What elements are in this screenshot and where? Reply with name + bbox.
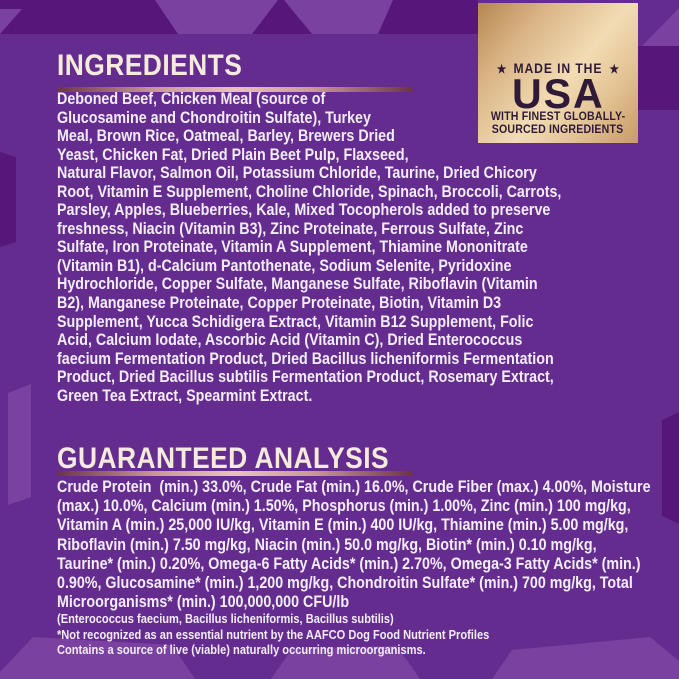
text-line: Hydrochloride, Copper Sulfate, Manganese… bbox=[57, 274, 538, 294]
text-line: Green Tea Extract, Spearmint Extract. bbox=[57, 385, 313, 405]
text-line: faecium Fermentation Product, Dried Baci… bbox=[57, 348, 554, 368]
text-line: Natural Flavor, Salmon Oil, Potassium Ch… bbox=[57, 163, 537, 183]
star-icon: ★ bbox=[609, 62, 620, 76]
text-line: Meal, Brown Rice, Oatmeal, Barley, Brewe… bbox=[57, 126, 395, 146]
ingredients-rule bbox=[57, 87, 412, 92]
made-in-usa-badge: ★ MADE IN THE ★ USA WITH FINEST GLOBALLY… bbox=[478, 3, 638, 143]
text-line: Root, Vitamin E Supplement, Choline Chlo… bbox=[57, 181, 562, 201]
text-line: Riboflavin (min.) 7.50 mg/kg, Niacin (mi… bbox=[57, 534, 597, 554]
text-line: Microorganisms* (min.) 100,000,000 CFU/l… bbox=[57, 592, 350, 612]
ingredients-heading: INGREDIENTS bbox=[57, 49, 243, 82]
badge-country-text: USA bbox=[511, 70, 605, 117]
text-line: Glucosamine and Chondroitin Sulfate), Tu… bbox=[57, 107, 371, 127]
text-line: Deboned Beef, Chicken Meal (source of bbox=[57, 89, 326, 108]
guaranteed-analysis-heading: GUARANTEED ANALYSIS bbox=[57, 442, 390, 475]
text-line: (max.) 10.0%, Calcium (min.) 1.50%, Phos… bbox=[57, 496, 631, 516]
text-line: Vitamin A (min.) 25,000 IU/kg, Vitamin E… bbox=[57, 515, 629, 535]
text-line: Supplement, Yucca Schidigera Extract, Vi… bbox=[57, 311, 534, 331]
text-line: Taurine* (min.) 0.20%, Omega-6 Fatty Aci… bbox=[57, 553, 641, 573]
guaranteed-analysis-rule bbox=[57, 471, 412, 476]
text-line: Product, Dried Bacillus subtilis Ferment… bbox=[57, 367, 554, 387]
text-line: 0.90%, Glucosamine* (min.) 1,200 mg/kg, … bbox=[57, 573, 633, 593]
text-line: Sulfate, Iron Proteinate, Vitamin A Supp… bbox=[57, 237, 528, 257]
ingredients-text: Deboned Beef, Chicken Meal (source of Glu… bbox=[57, 89, 657, 405]
badge-subline-1: WITH FINEST GLOBALLY- bbox=[490, 111, 626, 123]
star-icon: ★ bbox=[496, 62, 507, 76]
guaranteed-analysis-text: Crude Protein (min.) 33.0%, Crude Fat (m… bbox=[57, 477, 679, 611]
badge-top-text: MADE IN THE bbox=[513, 61, 603, 76]
text-line: Yeast, Chicken Fat, Dried Plain Beet Pul… bbox=[57, 144, 409, 164]
text-line: Contains a source of live (viable) natur… bbox=[57, 642, 426, 658]
text-line: B2), Manganese Proteinate, Copper Protei… bbox=[57, 293, 502, 313]
text-line: (Enterococcus faecium, Bacillus lichenif… bbox=[57, 611, 394, 626]
guaranteed-analysis-footnotes: (Enterococcus faecium, Bacillus lichenif… bbox=[57, 611, 572, 658]
text-line: (Vitamin B1), d-Calcium Pantothenate, So… bbox=[57, 255, 512, 275]
text-line: Crude Protein (min.) 33.0%, Crude Fat (m… bbox=[57, 477, 651, 496]
badge-subline-2: SOURCED INGREDIENTS bbox=[492, 124, 624, 136]
badge-top-line: ★ MADE IN THE ★ bbox=[494, 61, 622, 77]
text-line: Acid, Calcium Iodate, Ascorbic Acid (Vit… bbox=[57, 330, 523, 350]
text-line: freshness, Niacin (Vitamin B3), Zinc Pro… bbox=[57, 218, 524, 238]
text-line: *Not recognized as an essential nutrient… bbox=[57, 626, 490, 642]
text-line: Parsley, Apples, Blueberries, Kale, Mixe… bbox=[57, 200, 551, 220]
